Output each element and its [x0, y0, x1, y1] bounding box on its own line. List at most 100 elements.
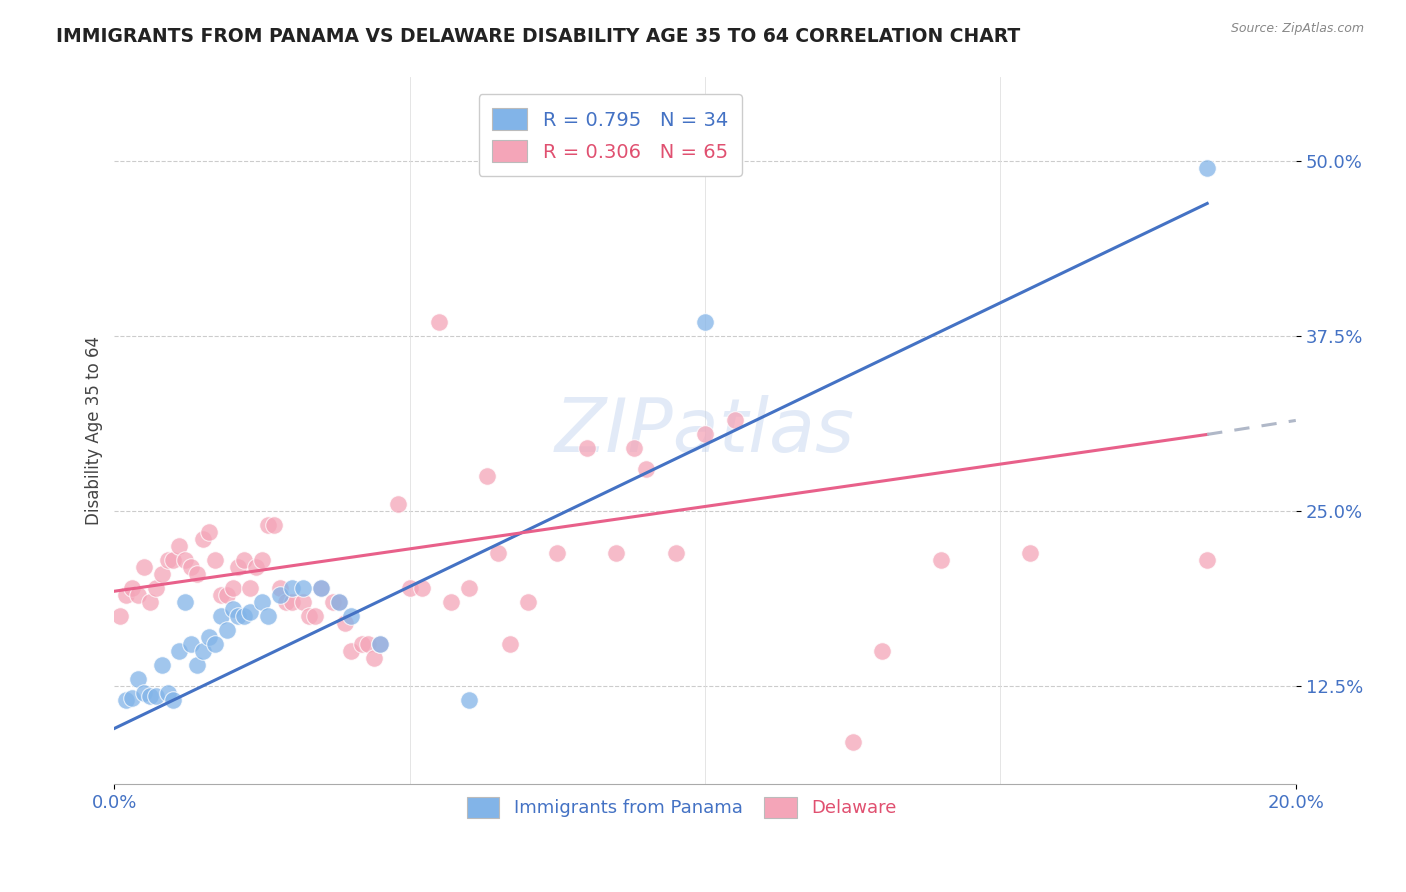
- Point: [145, 690, 167, 704]
- Point: [387, 498, 409, 512]
- Point: [209, 609, 232, 624]
- Point: [274, 595, 297, 609]
- Point: [292, 595, 315, 609]
- Point: [169, 644, 191, 658]
- Point: [322, 595, 344, 609]
- Point: [368, 637, 391, 651]
- Point: [127, 673, 149, 687]
- Point: [304, 609, 326, 624]
- Point: [228, 609, 250, 624]
- Point: [339, 644, 361, 658]
- Point: [693, 427, 716, 442]
- Point: [664, 546, 686, 560]
- Point: [198, 525, 221, 540]
- Point: [486, 546, 509, 560]
- Legend: Immigrants from Panama, Delaware: Immigrants from Panama, Delaware: [460, 789, 904, 825]
- Point: [328, 595, 350, 609]
- Point: [723, 413, 745, 427]
- Point: [339, 609, 361, 624]
- Point: [145, 582, 167, 596]
- Point: [427, 315, 450, 329]
- Point: [215, 589, 238, 603]
- Point: [191, 533, 214, 547]
- Point: [931, 553, 953, 567]
- Point: [309, 582, 332, 596]
- Point: [139, 595, 162, 609]
- Point: [132, 686, 155, 700]
- Point: [150, 567, 173, 582]
- Point: [228, 560, 250, 574]
- Point: [233, 609, 256, 624]
- Point: [872, 644, 894, 658]
- Point: [198, 631, 221, 645]
- Text: IMMIGRANTS FROM PANAMA VS DELAWARE DISABILITY AGE 35 TO 64 CORRELATION CHART: IMMIGRANTS FROM PANAMA VS DELAWARE DISAB…: [56, 27, 1021, 45]
- Point: [263, 518, 285, 533]
- Point: [115, 589, 138, 603]
- Text: ZIPatlas: ZIPatlas: [555, 395, 855, 467]
- Point: [174, 553, 197, 567]
- Point: [623, 442, 645, 456]
- Point: [250, 595, 273, 609]
- Point: [475, 469, 498, 483]
- Point: [215, 624, 238, 638]
- Point: [440, 595, 463, 609]
- Text: Source: ZipAtlas.com: Source: ZipAtlas.com: [1230, 22, 1364, 36]
- Point: [516, 595, 538, 609]
- Point: [499, 637, 522, 651]
- Point: [546, 546, 568, 560]
- Point: [169, 540, 191, 554]
- Point: [162, 553, 184, 567]
- Point: [186, 658, 208, 673]
- Point: [842, 735, 865, 749]
- Point: [693, 315, 716, 329]
- Point: [156, 686, 179, 700]
- Point: [1197, 553, 1219, 567]
- Point: [250, 553, 273, 567]
- Point: [257, 518, 280, 533]
- Point: [245, 560, 267, 574]
- Point: [204, 553, 226, 567]
- Point: [333, 616, 356, 631]
- Point: [156, 553, 179, 567]
- Point: [132, 560, 155, 574]
- Y-axis label: Disability Age 35 to 64: Disability Age 35 to 64: [86, 336, 103, 525]
- Point: [280, 582, 302, 596]
- Point: [398, 582, 420, 596]
- Point: [605, 546, 627, 560]
- Point: [575, 442, 598, 456]
- Point: [352, 637, 374, 651]
- Point: [221, 582, 243, 596]
- Point: [121, 690, 143, 705]
- Point: [191, 644, 214, 658]
- Point: [292, 582, 315, 596]
- Point: [269, 589, 291, 603]
- Point: [186, 567, 208, 582]
- Point: [357, 637, 380, 651]
- Point: [1019, 546, 1042, 560]
- Point: [204, 637, 226, 651]
- Point: [328, 595, 350, 609]
- Point: [368, 637, 391, 651]
- Point: [411, 582, 433, 596]
- Point: [139, 690, 162, 704]
- Point: [280, 595, 302, 609]
- Point: [269, 582, 291, 596]
- Point: [634, 462, 657, 476]
- Point: [150, 658, 173, 673]
- Point: [239, 605, 262, 619]
- Point: [298, 609, 321, 624]
- Point: [221, 602, 243, 616]
- Point: [363, 651, 385, 665]
- Point: [162, 693, 184, 707]
- Point: [115, 693, 138, 707]
- Point: [127, 589, 149, 603]
- Point: [180, 560, 202, 574]
- Point: [1197, 161, 1219, 176]
- Point: [309, 582, 332, 596]
- Point: [257, 609, 280, 624]
- Point: [457, 693, 479, 707]
- Point: [174, 595, 197, 609]
- Point: [457, 582, 479, 596]
- Point: [110, 609, 132, 624]
- Point: [121, 582, 143, 596]
